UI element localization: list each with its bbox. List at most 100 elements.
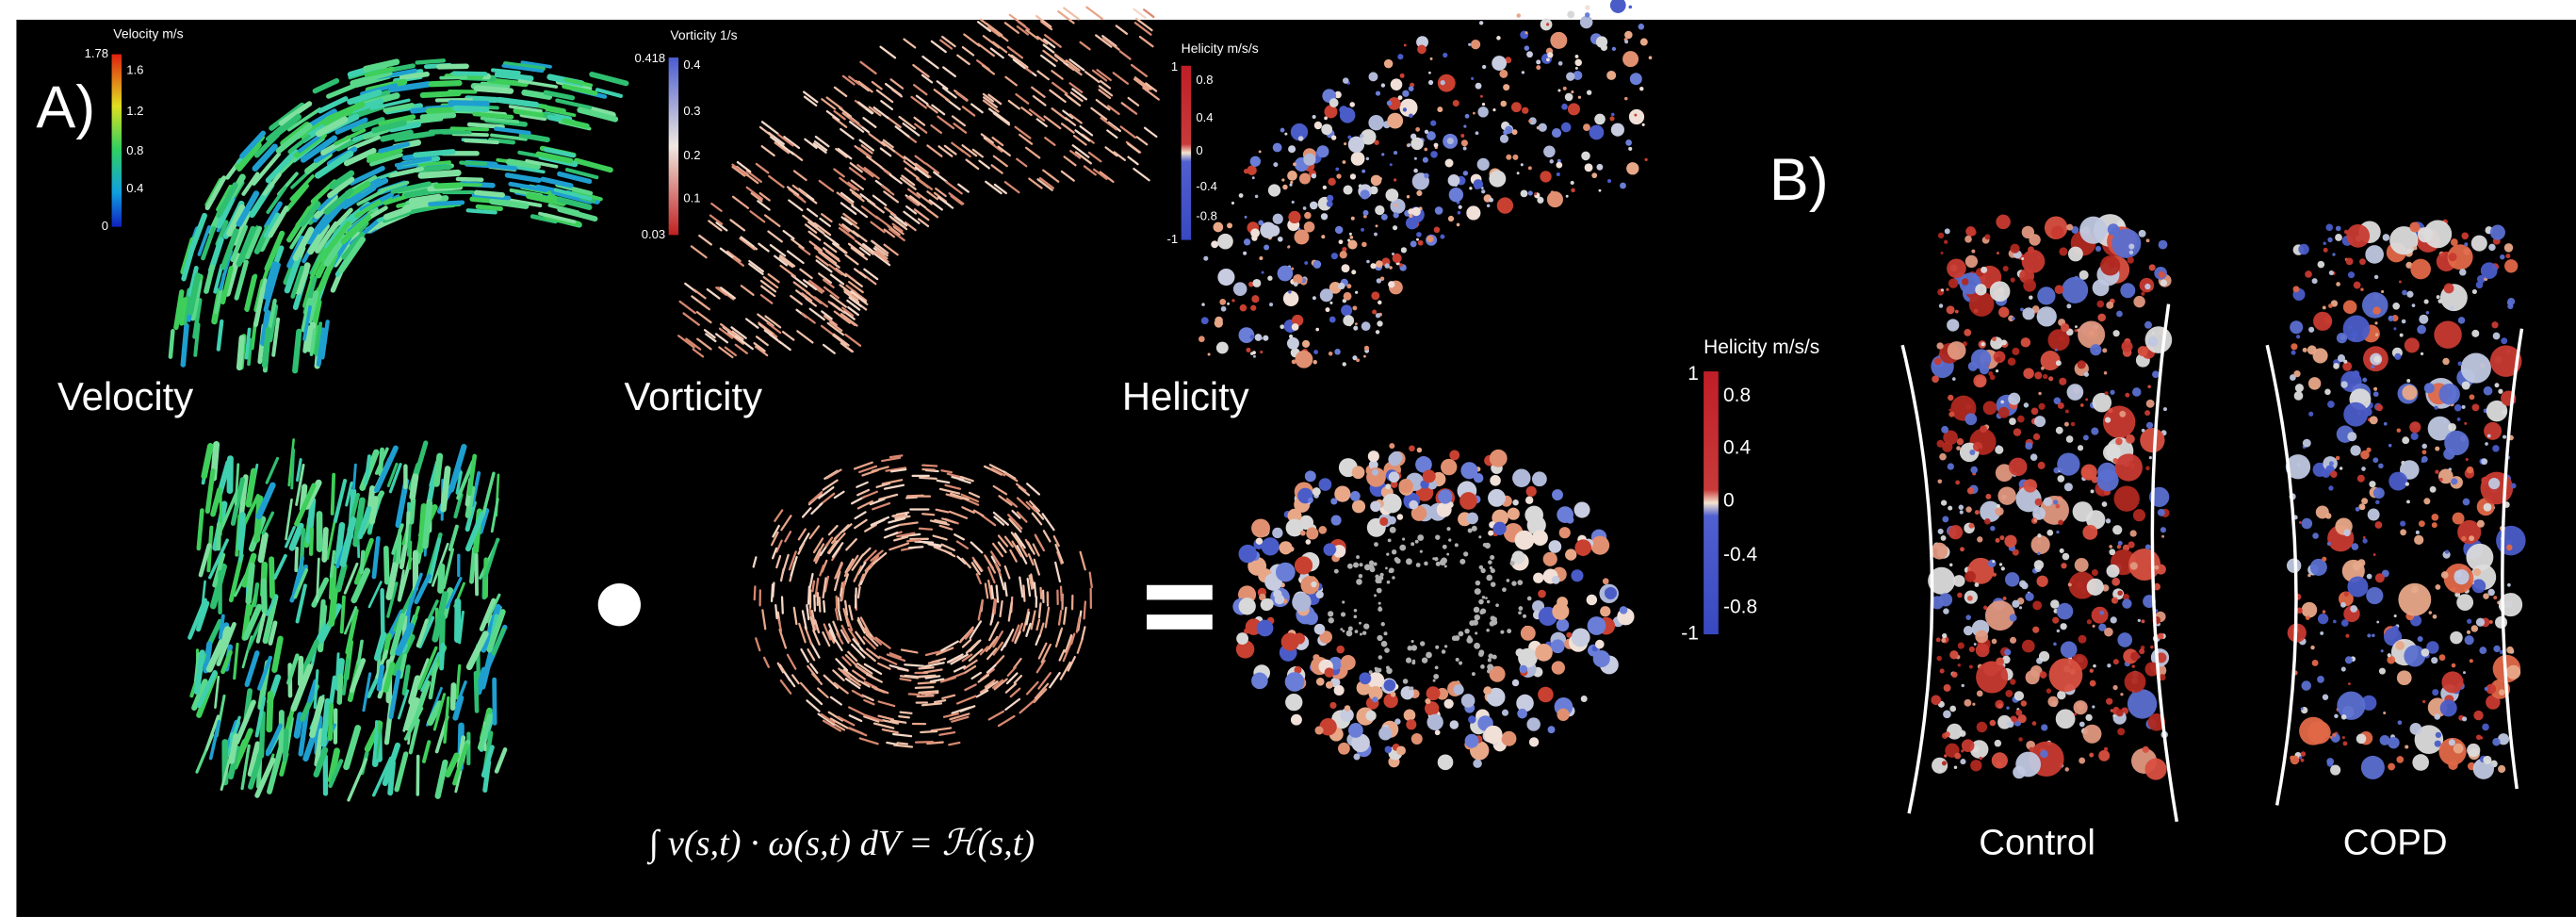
glyph-sphere	[2406, 499, 2410, 503]
glyph-sphere	[1522, 107, 1528, 114]
glyph-sphere	[2015, 710, 2022, 716]
glyph-sphere	[2398, 583, 2431, 616]
glyph-sphere	[1410, 686, 1413, 690]
glyph-sphere	[1518, 648, 1538, 668]
field-label: Helicity	[1122, 374, 1249, 418]
glyph-sphere	[2479, 647, 2486, 654]
colorbar-title: Helicity m/s/s	[1182, 41, 1259, 56]
glyph-sphere	[1948, 463, 1954, 469]
glyph-sphere	[1393, 225, 1397, 230]
glyph-sphere	[2023, 368, 2033, 378]
glyph-sphere	[1492, 56, 1507, 71]
glyph-sphere	[2333, 363, 2340, 369]
glyph-sphere	[1350, 173, 1356, 179]
glyph-sphere	[1535, 644, 1553, 662]
glyph-sphere	[1376, 330, 1379, 334]
glyph-sphere	[1331, 135, 1336, 139]
glyph-sphere	[2428, 611, 2432, 614]
glyph-sphere	[2412, 303, 2416, 307]
glyph-sphere	[2458, 317, 2466, 324]
glyph-sphere	[1325, 667, 1335, 678]
glyph-sphere	[2402, 436, 2409, 444]
glyph-arrow	[339, 677, 340, 702]
glyph-sphere	[1385, 483, 1391, 489]
glyph-sphere	[1356, 579, 1362, 585]
glyph-sphere	[1368, 72, 1378, 81]
glyph-sphere	[2010, 637, 2016, 644]
glyph-sphere	[1348, 137, 1364, 153]
glyph-arrow	[899, 716, 909, 717]
colorbar-title: Helicity m/s/s	[1704, 336, 1819, 358]
glyph-sphere	[1423, 157, 1428, 163]
glyph-sphere	[2361, 467, 2366, 471]
glyph-arrow	[461, 163, 485, 164]
glyph-arrow	[412, 197, 438, 201]
glyph-sphere	[1304, 261, 1308, 265]
glyph-sphere	[1406, 558, 1412, 565]
glyph-sphere	[1533, 573, 1543, 583]
glyph-sphere	[2021, 700, 2027, 706]
glyph-sphere	[1366, 260, 1370, 264]
glyph-sphere	[2484, 386, 2493, 396]
glyph-sphere	[2373, 391, 2379, 397]
glyph-sphere	[2399, 281, 2402, 284]
glyph-sphere	[1992, 336, 1997, 341]
glyph-sphere	[1938, 529, 1944, 534]
glyph-sphere	[2104, 628, 2113, 637]
glyph-sphere	[1468, 529, 1473, 533]
glyph-sphere	[2138, 346, 2148, 356]
glyph-arrow	[431, 203, 463, 205]
glyph-sphere	[1448, 174, 1460, 187]
panel-label: B)	[1769, 147, 1829, 213]
glyph-arrow	[920, 529, 932, 530]
glyph-sphere	[2069, 579, 2074, 583]
glyph-sphere	[1377, 635, 1382, 641]
glyph-sphere	[2356, 507, 2360, 512]
glyph-sphere	[1591, 172, 1597, 178]
glyph-sphere	[1473, 112, 1475, 115]
glyph-sphere	[2144, 410, 2150, 416]
glyph-sphere	[1488, 653, 1492, 658]
glyph-sphere	[1303, 206, 1307, 210]
glyph-sphere	[2487, 589, 2494, 596]
glyph-sphere	[2400, 334, 2404, 337]
glyph-sphere	[1997, 486, 2015, 504]
glyph-sphere	[2073, 501, 2094, 522]
glyph-arrow	[390, 762, 393, 793]
glyph-sphere	[1465, 734, 1479, 748]
glyph-sphere	[1410, 240, 1417, 247]
glyph-sphere	[1378, 301, 1382, 305]
glyph-sphere	[1622, 51, 1639, 67]
glyph-sphere	[2334, 714, 2339, 719]
glyph-sphere	[1938, 233, 1944, 238]
glyph-sphere	[1526, 51, 1533, 57]
glyph-sphere	[1949, 706, 1956, 712]
glyph-sphere	[2010, 679, 2015, 684]
glyph-sphere	[1250, 305, 1256, 311]
glyph-sphere	[2419, 520, 2425, 527]
glyph-sphere	[2087, 619, 2092, 624]
glyph-sphere	[1389, 471, 1400, 483]
glyph-sphere	[2444, 284, 2454, 294]
colorbar	[112, 55, 122, 227]
glyph-sphere	[1932, 375, 1939, 383]
glyph-sphere	[2398, 720, 2403, 725]
glyph-sphere	[1996, 369, 1998, 372]
glyph-sphere	[1268, 184, 1280, 196]
glyph-sphere	[2318, 614, 2328, 624]
glyph-sphere	[1409, 445, 1415, 451]
glyph-sphere	[1519, 606, 1524, 611]
glyph-sphere	[1473, 759, 1481, 767]
glyph-sphere	[1965, 614, 1971, 620]
glyph-sphere	[1346, 630, 1353, 637]
glyph-sphere	[1548, 726, 1556, 733]
glyph-sphere	[1595, 640, 1605, 649]
glyph-sphere	[2448, 761, 2457, 770]
glyph-sphere	[1272, 528, 1282, 538]
glyph-sphere	[2090, 344, 2101, 355]
glyph-arrow	[909, 547, 922, 548]
glyph-sphere	[1482, 103, 1485, 106]
glyph-sphere	[2092, 607, 2109, 624]
glyph-sphere	[1201, 303, 1205, 306]
glyph-sphere	[1944, 684, 1951, 692]
